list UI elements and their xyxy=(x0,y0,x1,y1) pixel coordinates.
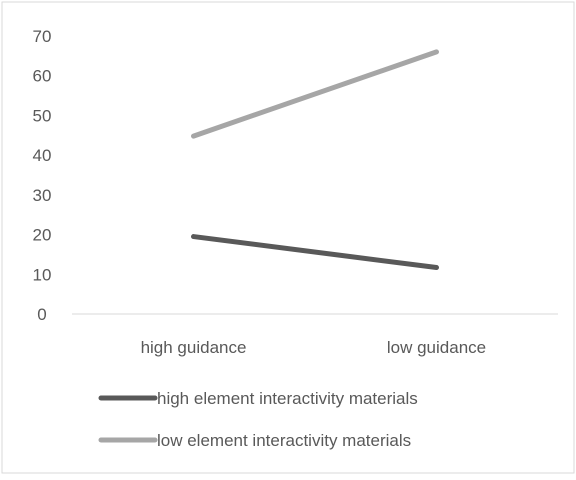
y-tick-label: 60 xyxy=(33,67,52,86)
x-axis-tick-labels: high guidance low guidance xyxy=(141,338,487,357)
y-tick-label: 20 xyxy=(33,226,52,245)
y-tick-label: 10 xyxy=(33,265,52,284)
series-lines xyxy=(191,49,439,271)
y-tick-label: 30 xyxy=(33,186,52,205)
legend-label-1: high element interactivity materials xyxy=(157,389,418,408)
series-line-1 xyxy=(191,234,439,271)
y-tick-label: 70 xyxy=(33,27,52,46)
x-tick-label: low guidance xyxy=(387,338,486,357)
series-line-2 xyxy=(191,49,439,139)
legend: high element interactivity materials low … xyxy=(98,389,418,450)
y-axis-tick-labels: 0 10 20 30 40 50 60 70 xyxy=(33,27,52,324)
x-tick-label: high guidance xyxy=(141,338,247,357)
y-tick-label: 0 xyxy=(37,305,46,324)
y-tick-label: 40 xyxy=(33,146,52,165)
legend-label-2: low element interactivity materials xyxy=(157,431,411,450)
y-tick-label: 50 xyxy=(33,106,52,125)
